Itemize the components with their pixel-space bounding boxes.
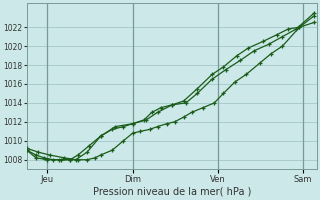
X-axis label: Pression niveau de la mer( hPa ): Pression niveau de la mer( hPa ) bbox=[92, 187, 251, 197]
